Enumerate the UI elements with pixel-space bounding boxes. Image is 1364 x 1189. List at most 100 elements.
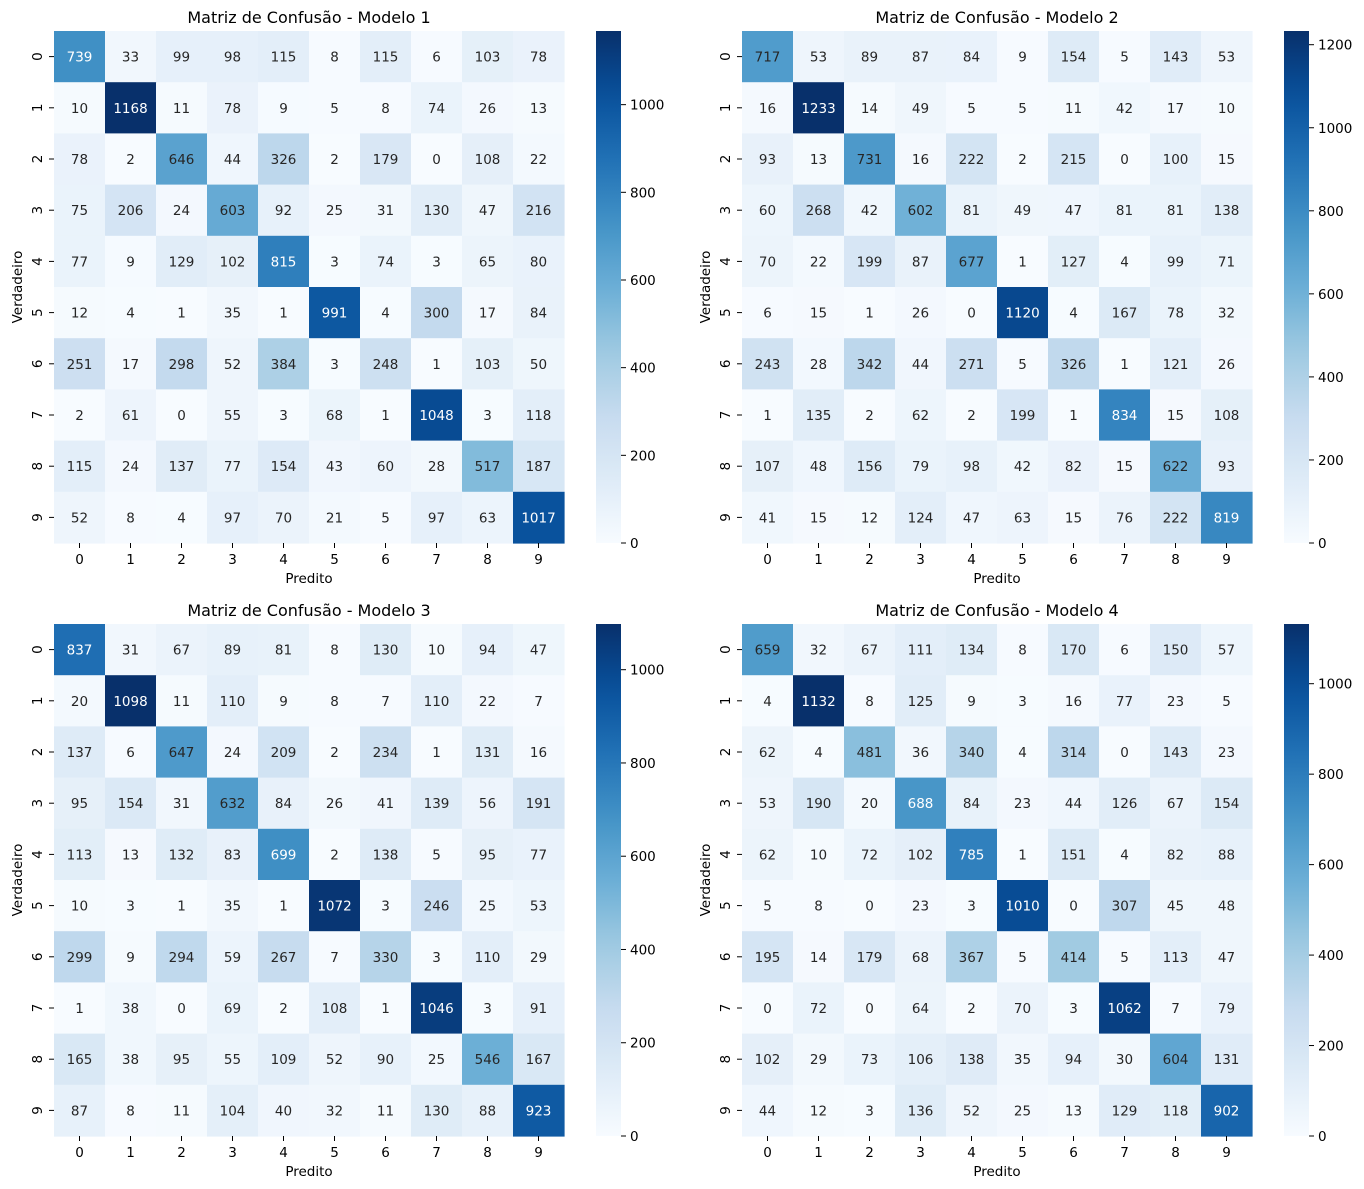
x-tick-label: 0 [763, 1145, 772, 1161]
cell-value-label: 53 [759, 796, 776, 812]
heatmap-cell [105, 982, 157, 1035]
heatmap-cell [156, 184, 208, 237]
cell-value-label: 52 [326, 1052, 343, 1068]
cell-value-label: 20 [861, 796, 878, 812]
heatmap-cell [513, 931, 565, 983]
heatmap-cell [360, 1084, 412, 1137]
heatmap-cell [360, 287, 412, 339]
cell-value-label: 84 [963, 50, 980, 66]
cell-value-label: 17 [1167, 101, 1184, 117]
colorbar-tick-label: 0 [1318, 536, 1327, 552]
cell-value-label: 110 [475, 950, 501, 966]
cell-value-label: 819 [1214, 510, 1240, 526]
heatmap-cell [1099, 389, 1151, 442]
x-tick-label: 8 [1171, 552, 1180, 568]
heatmap-cell [105, 235, 157, 288]
heatmap-cell [895, 82, 947, 134]
cell-value-label: 1072 [317, 899, 351, 915]
x-tick-label: 7 [432, 1145, 441, 1161]
colorbar-tick-label: 0 [630, 536, 639, 552]
heatmap-cell [258, 133, 310, 186]
cell-value-label: 62 [759, 745, 776, 761]
cell-value-label: 60 [377, 459, 394, 475]
heatmap-cell [156, 624, 208, 676]
cell-value-label: 1 [432, 745, 441, 761]
y-tick-label: 4 [718, 257, 734, 266]
x-tick-label: 3 [916, 552, 925, 568]
heatmap-cell [1201, 491, 1253, 544]
heatmap-cell [1150, 389, 1202, 442]
y-tick-label: 7 [30, 411, 46, 420]
cell-value-label: 49 [1014, 203, 1031, 219]
heatmap-cell [742, 184, 794, 237]
heatmap-cell [156, 982, 208, 1035]
x-tick-label: 6 [381, 552, 390, 568]
cell-value-label: 55 [224, 1052, 241, 1068]
heatmap-cell [1048, 287, 1100, 339]
heatmap-cell [360, 440, 412, 493]
cell-value-label: 187 [526, 459, 552, 475]
cell-value-label: 2 [1018, 152, 1027, 168]
y-tick-label: 2 [718, 155, 734, 164]
heatmap-cell [793, 1033, 845, 1086]
heatmap-cell [411, 389, 463, 442]
heatmap-cell [844, 982, 896, 1035]
heatmap-cell [207, 726, 259, 779]
heatmap-cell [411, 828, 463, 881]
cell-value-label: 1233 [801, 101, 835, 117]
heatmap-cell [793, 338, 845, 390]
heatmap-cell [1150, 235, 1202, 288]
x-tick-label: 1 [814, 1145, 823, 1161]
heatmap-cell [895, 235, 947, 288]
cell-value-label: 130 [424, 203, 450, 219]
cell-value-label: 115 [373, 50, 399, 66]
cell-value-label: 126 [1112, 796, 1138, 812]
cell-value-label: 632 [220, 796, 246, 812]
x-tick-label: 2 [177, 1145, 186, 1161]
cell-value-label: 647 [169, 745, 195, 761]
heatmap-cell [462, 389, 514, 442]
y-tick-label: 1 [30, 104, 46, 113]
x-tick-label: 0 [763, 552, 772, 568]
y-tick-label: 3 [718, 799, 734, 808]
cell-value-label: 5 [432, 847, 441, 863]
y-tick-label: 0 [30, 52, 46, 61]
x-tick-label: 5 [1018, 552, 1027, 568]
heatmap-cell [54, 184, 106, 237]
cell-value-label: 0 [865, 1001, 874, 1017]
y-tick-label: 3 [718, 206, 734, 215]
heatmap-cell [1201, 389, 1253, 442]
cell-value-label: 62 [912, 408, 929, 424]
heatmap-cell [360, 624, 412, 676]
cell-value-label: 1 [865, 306, 874, 322]
heatmap-cell [258, 389, 310, 442]
heatmap-cell [360, 828, 412, 881]
heatmap-cell [54, 235, 106, 288]
heatmap-cell [258, 1033, 310, 1086]
heatmap-cell [207, 777, 259, 830]
cell-value-label: 165 [67, 1052, 93, 1068]
cell-value-label: 61 [122, 408, 139, 424]
heatmap-cell [793, 1084, 845, 1137]
cell-value-label: 32 [326, 1103, 343, 1119]
heatmap-cell [54, 1084, 106, 1137]
heatmap-cell [997, 880, 1049, 932]
cell-value-label: 26 [479, 101, 496, 117]
cell-value-label: 739 [67, 50, 93, 66]
y-tick-label: 2 [718, 748, 734, 757]
heatmap-cell [895, 828, 947, 881]
x-tick-label: 6 [1069, 1145, 1078, 1161]
cell-value-label: 13 [122, 847, 139, 863]
x-tick-label: 1 [814, 552, 823, 568]
cell-value-label: 179 [857, 950, 883, 966]
heatmap-cell [844, 235, 896, 288]
cell-value-label: 23 [912, 899, 929, 915]
cell-value-label: 1168 [113, 101, 147, 117]
heatmap-cell [1099, 982, 1151, 1035]
heatmap-cell [309, 828, 361, 881]
cell-value-label: 326 [1061, 357, 1087, 373]
heatmap-cell [207, 1084, 259, 1137]
heatmap-cell [207, 338, 259, 390]
